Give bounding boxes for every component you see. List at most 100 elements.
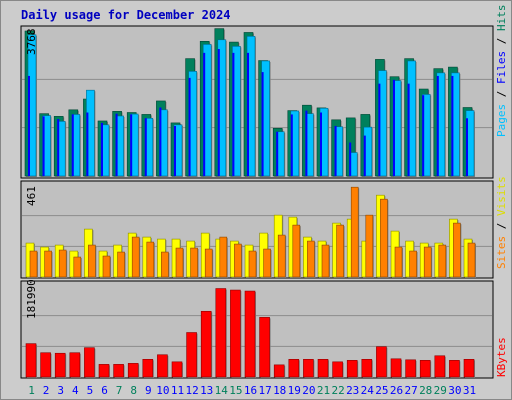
bar-files — [247, 52, 249, 176]
bar-kbytes — [244, 290, 256, 378]
bar-files — [71, 114, 74, 176]
bar-files — [217, 49, 220, 177]
legend-pages: Pages — [495, 104, 508, 137]
bar-files — [378, 83, 381, 176]
x-tick-label: 20 — [302, 384, 315, 397]
bar-sites — [336, 224, 344, 278]
bar-sites — [307, 240, 315, 278]
x-tick-label: 30 — [448, 384, 461, 397]
bar-kbytes — [157, 354, 168, 378]
bar-files — [86, 112, 89, 176]
bar-files — [334, 125, 337, 176]
x-tick-label: 13 — [200, 384, 213, 397]
bar-sites — [321, 244, 330, 278]
bar-sites — [394, 246, 403, 278]
x-tick-label: 3 — [57, 384, 64, 397]
bar-files — [130, 114, 133, 176]
bar-sites — [44, 250, 52, 278]
x-tick-label: 7 — [116, 384, 123, 397]
bar-sites — [58, 249, 67, 278]
bar-sites — [161, 251, 169, 278]
bar-kbytes — [361, 359, 373, 378]
bar-kbytes — [463, 359, 475, 378]
bar-sites — [234, 243, 242, 278]
bar-sites — [73, 256, 82, 278]
x-tick-label: 10 — [156, 384, 169, 397]
bar-sites — [453, 222, 461, 278]
bar-sites — [365, 214, 374, 278]
bar-files — [203, 52, 206, 176]
legend-hits: Hits — [495, 5, 508, 32]
x-tick-label: 23 — [346, 384, 359, 397]
bar-files — [174, 125, 176, 176]
bar-sites — [146, 241, 155, 278]
x-tick-label: 31 — [463, 384, 476, 397]
bar-sites — [248, 250, 257, 278]
bar-sites — [350, 186, 359, 278]
bar-sites — [29, 250, 38, 278]
bar-files — [451, 75, 454, 176]
bar-kbytes — [346, 360, 358, 378]
bar-kbytes — [405, 359, 416, 378]
bar-files — [422, 95, 425, 176]
bar-kbytes — [449, 360, 460, 378]
bars-visits-sites — [25, 186, 476, 278]
bar-sites — [131, 236, 140, 278]
bar-kbytes — [54, 352, 66, 378]
x-tick-label: 1 — [28, 384, 35, 397]
bar-files — [276, 131, 279, 176]
bar-files — [349, 142, 352, 176]
x-tick-label: 12 — [185, 384, 198, 397]
legend-sep: / — [495, 84, 508, 104]
bar-sites — [277, 234, 286, 278]
bar-kbytes — [230, 289, 241, 378]
bar-sites — [219, 236, 228, 278]
bar-files — [305, 110, 308, 176]
bars-hits-files-pages — [24, 28, 475, 178]
x-tick-label: 27 — [404, 384, 417, 397]
bar-kbytes — [25, 343, 37, 378]
bar-sites — [117, 251, 125, 278]
x-tick-label: 2 — [43, 384, 50, 397]
bar-kbytes — [142, 359, 154, 378]
legend-visits: Visits — [495, 176, 508, 216]
bar-kbytes — [171, 361, 183, 378]
legend-sites: Sites — [495, 236, 508, 269]
bar-files — [42, 116, 45, 176]
x-tick-label: 11 — [171, 384, 184, 397]
bar-kbytes — [69, 352, 81, 378]
bar-kbytes — [332, 361, 343, 378]
x-axis-labels: 1 2 3 4 5 6 7 8 9 10 11 12 13 14 15 16 17 18 19 20 21 22 23 24 2… — [28, 384, 476, 397]
bars-kbytes — [25, 288, 475, 378]
bar-kbytes — [288, 359, 300, 378]
bar-sites — [102, 255, 111, 278]
bar-kbytes — [200, 310, 212, 378]
x-tick-label: 14 — [215, 384, 229, 397]
max-label-visits: 461 — [25, 186, 38, 206]
bar-kbytes — [259, 317, 270, 378]
bar-files — [159, 107, 162, 176]
legend-kbytes: KBytes — [495, 337, 508, 377]
bar-kbytes — [273, 364, 285, 378]
bar-files — [144, 118, 147, 176]
bar-sites — [467, 242, 476, 278]
legend-sep: / — [495, 216, 508, 236]
bar-kbytes — [390, 358, 402, 378]
bar-kbytes — [376, 346, 387, 378]
x-tick-label: 25 — [375, 384, 388, 397]
bar-sites — [409, 250, 417, 278]
bar-files — [290, 114, 293, 176]
legend-kbytes-label: KBytes — [495, 337, 508, 377]
bar-sites — [423, 246, 432, 278]
grid-kbytes — [22, 315, 492, 347]
x-tick-label: 29 — [434, 384, 447, 397]
bar-files — [101, 122, 103, 176]
bar-sites — [438, 244, 447, 278]
x-tick-label: 18 — [273, 384, 286, 397]
bar-sites — [190, 247, 198, 278]
bar-sites — [204, 248, 213, 278]
bar-files — [436, 75, 439, 176]
bar-kbytes — [419, 360, 431, 378]
